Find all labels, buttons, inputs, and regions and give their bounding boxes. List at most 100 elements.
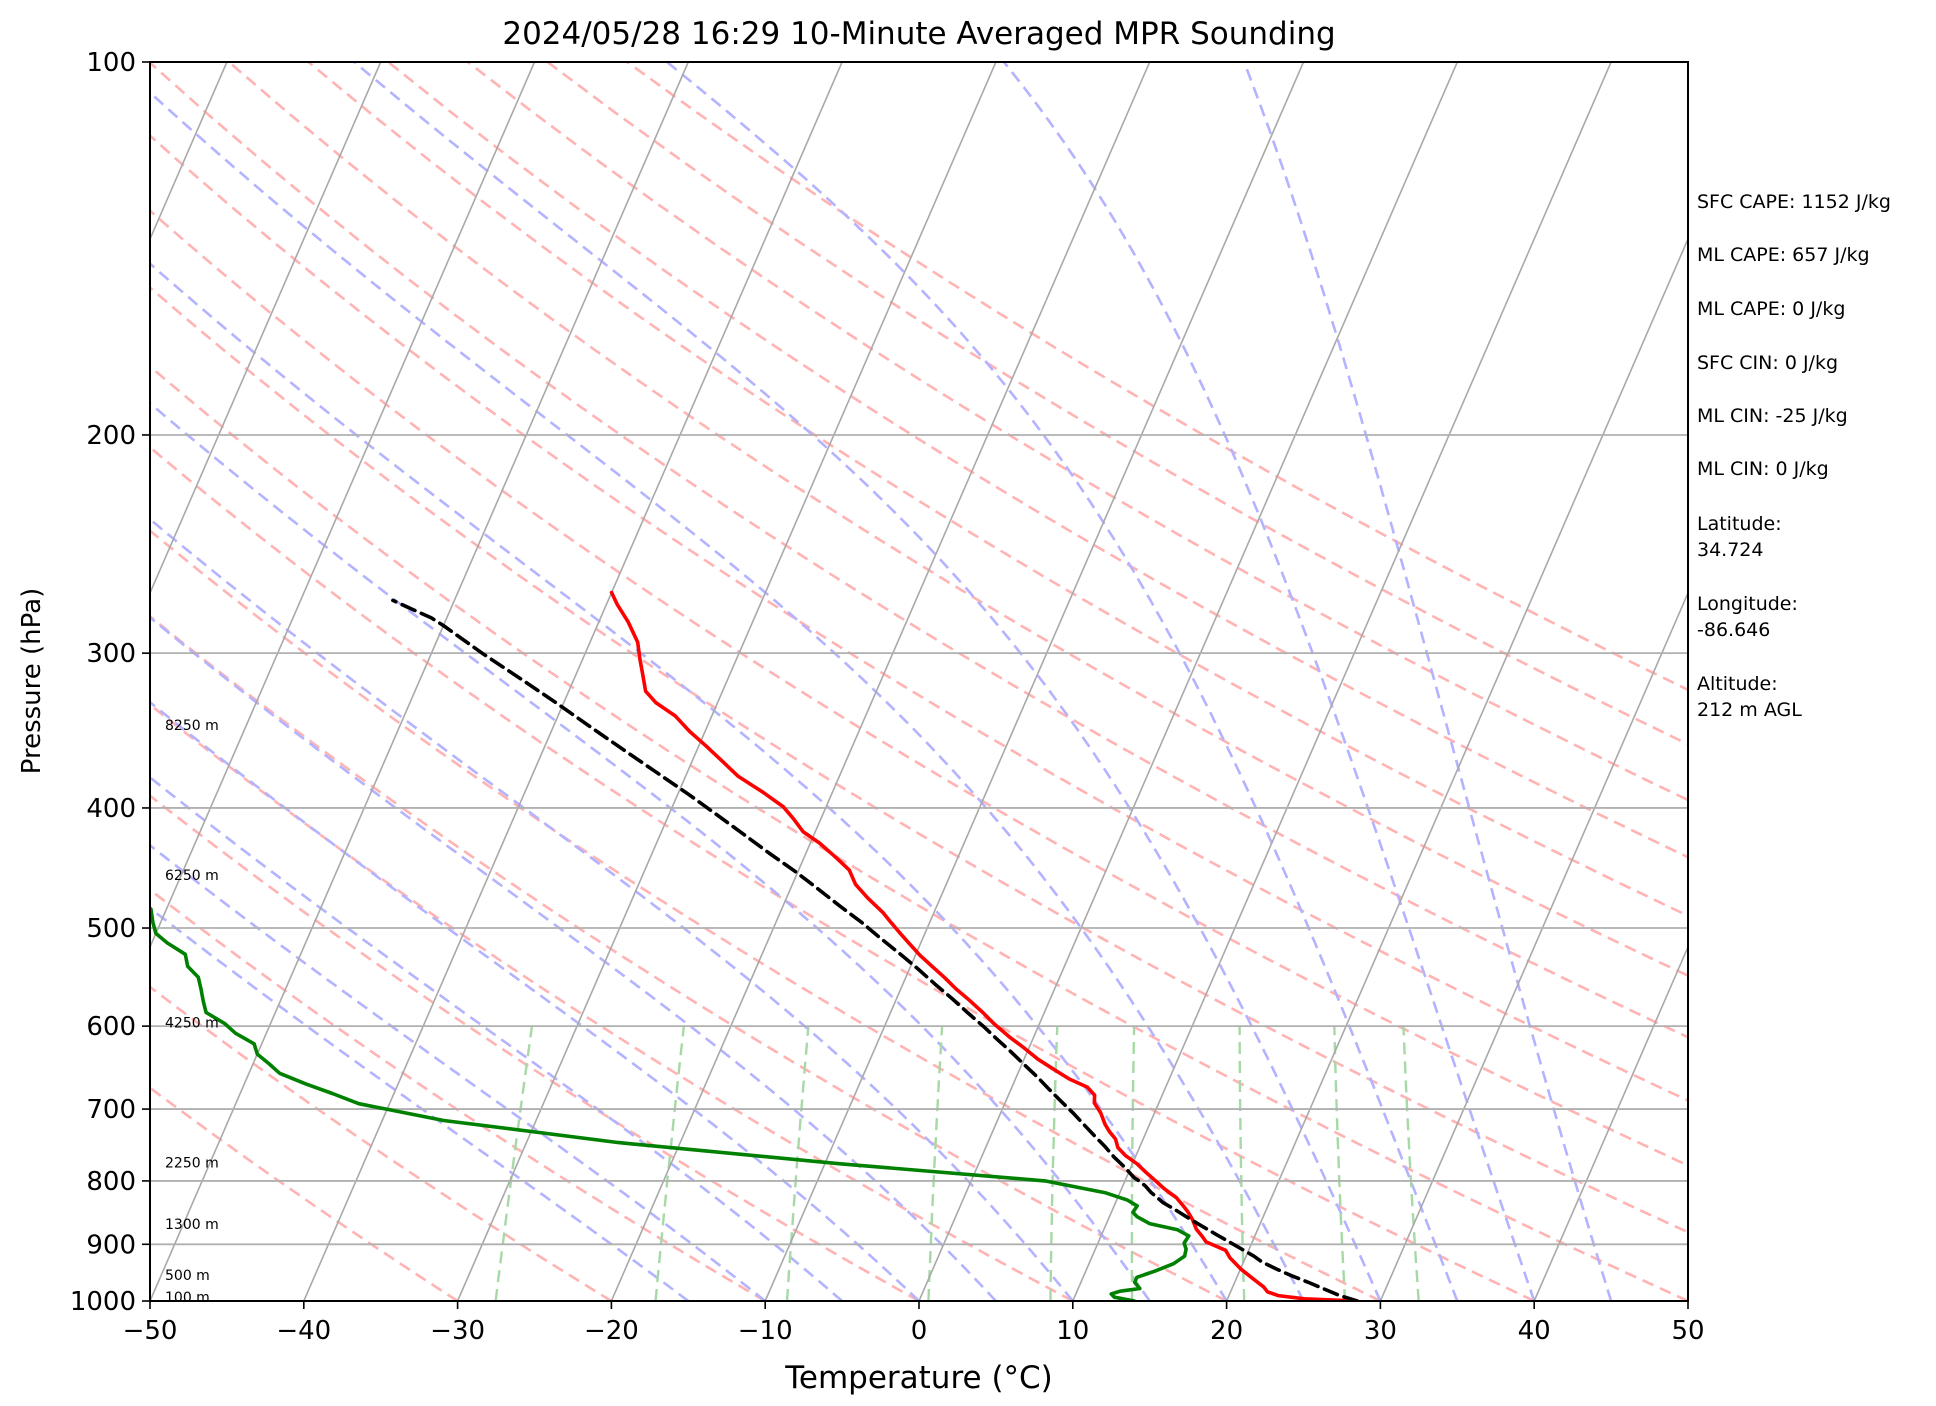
dry-adiabat-line	[150, 62, 1688, 1039]
mixing-ratio-line	[654, 1025, 686, 1301]
x-tick-label: −40	[276, 1316, 331, 1346]
dry-adiabat-line	[150, 529, 1381, 1301]
longitude-value: -86.646	[1697, 619, 1771, 641]
isotherm-line	[303, 62, 843, 1301]
height-label: 500 m	[165, 1268, 210, 1284]
height-label: 4250 m	[165, 1016, 219, 1032]
longitude-label: Longitude:	[1697, 593, 1798, 615]
moist-adiabat-line	[1242, 62, 1613, 1301]
ml-cape: ML CAPE: 657 J/kg	[1697, 244, 1870, 266]
dry-adiabat-line	[150, 133, 1688, 1102]
ml-cape-2: ML CAPE: 0 J/kg	[1697, 298, 1846, 320]
isotherm-line	[150, 62, 536, 950]
x-tick-label: −30	[430, 1316, 485, 1346]
height-label: 8250 m	[165, 718, 219, 734]
mixing-ratio-line	[1402, 1026, 1420, 1301]
moist-adiabat-line	[1002, 62, 1536, 1301]
dry-adiabat-line	[467, 62, 1688, 802]
parcel-line	[391, 598, 1360, 1301]
isotherm-line	[918, 62, 1459, 1301]
x-tick-label: 20	[1210, 1316, 1243, 1346]
y-tick-label: 600	[86, 1012, 136, 1042]
x-tick-label: 50	[1671, 1316, 1704, 1346]
moist-adiabat-line	[353, 62, 1382, 1301]
mixing-ratio-line	[1333, 1026, 1347, 1301]
isotherm-line	[1533, 944, 1688, 1301]
dry-adiabat-line	[307, 62, 1688, 918]
dry-adiabat-line	[150, 1086, 459, 1301]
height-label: 1300 m	[165, 1217, 219, 1233]
dry-adiabat-line	[150, 702, 1074, 1301]
y-axis-label: Pressure (hPa)	[17, 588, 47, 775]
dry-adiabat-line	[228, 62, 1688, 978]
ml-cin: ML CIN: -25 J/kg	[1697, 405, 1848, 427]
moist-adiabat-line	[150, 90, 1305, 1301]
y-tick-label: 200	[86, 421, 136, 451]
x-tick-label: 10	[1056, 1316, 1089, 1346]
pressure-grid	[150, 61, 1688, 1302]
moist-adiabat-line	[150, 261, 1228, 1301]
isotherm-line	[1072, 62, 1612, 1301]
chart-title: 2024/05/28 16:29 10-Minute Averaged MPR …	[502, 16, 1335, 52]
isotherm-line	[1379, 590, 1688, 1301]
plot-frame	[149, 61, 1689, 1302]
dry-adiabat-line	[150, 794, 920, 1301]
height-label: 6250 m	[165, 868, 219, 884]
height-labels: 8250 m 6250 m 4250 m 2250 m 1300 m 500 m 100 m	[165, 718, 219, 1306]
dry-adiabat-line	[150, 364, 1688, 1301]
dry-adiabat-line	[150, 209, 1688, 1167]
y-tick-label: 100	[86, 48, 136, 78]
y-tick-label: 300	[86, 639, 136, 669]
moist-adiabat-line	[150, 843, 767, 1301]
dewpoint-line	[150, 905, 1191, 1301]
y-tick-label: 900	[86, 1230, 136, 1260]
moist-adiabat-line	[150, 517, 1074, 1301]
sfc-cin: SFC CIN: 0 J/kg	[1697, 352, 1839, 374]
ml-cin-2: ML CIN: 0 J/kg	[1697, 458, 1829, 480]
y-tick-label: 700	[86, 1095, 136, 1125]
x-tick-label: 0	[911, 1316, 928, 1346]
y-axis-ticks: 100 200 300 400 500 600 700 800 900 1000	[70, 48, 150, 1317]
mixing-ratio-line	[1238, 1026, 1246, 1301]
isotherm-line	[456, 62, 997, 1301]
dry-adiabat-line	[546, 62, 1688, 746]
moist-adiabat-line	[150, 615, 997, 1301]
x-tick-label: −10	[738, 1316, 793, 1346]
dry-adiabat-line	[150, 614, 1228, 1301]
moist-adiabat-line	[666, 62, 1459, 1301]
mixing-ratio-line	[494, 1025, 534, 1301]
mixing-ratio-line	[785, 1025, 810, 1301]
y-tick-label: 500	[86, 914, 136, 944]
altitude-label: Altitude:	[1697, 673, 1778, 695]
x-tick-label: −50	[123, 1316, 178, 1346]
sfc-cape: SFC CAPE: 1152 J/kg	[1697, 191, 1891, 213]
isotherm-line	[150, 62, 382, 596]
isotherm-line	[610, 62, 1151, 1301]
isotherm-line	[150, 62, 690, 1301]
isotherm-line	[764, 62, 1305, 1301]
x-axis-label: Temperature (°C)	[784, 1360, 1053, 1396]
sounding-series	[150, 590, 1360, 1301]
moist-adiabat-line	[150, 775, 843, 1301]
x-axis-ticks: −50 −40 −30 −20 −10 0 10 20 30 40 50	[123, 1301, 1705, 1346]
dry-adiabat-line	[150, 445, 1535, 1301]
latitude-label: Latitude:	[1697, 513, 1782, 535]
y-tick-label: 400	[86, 794, 136, 824]
height-label: 100 m	[165, 1290, 210, 1306]
dry-adiabat-line	[150, 985, 613, 1301]
background-lines	[150, 62, 1688, 1301]
y-tick-label: 1000	[70, 1287, 136, 1317]
isotherm-line	[1225, 236, 1688, 1301]
dry-adiabat-line	[387, 62, 1688, 859]
x-tick-label: 40	[1518, 1316, 1551, 1346]
dry-adiabat-line	[150, 285, 1688, 1234]
latitude-value: 34.724	[1697, 539, 1764, 561]
altitude-value: 212 m AGL	[1697, 699, 1802, 721]
x-tick-label: 30	[1364, 1316, 1397, 1346]
x-tick-label: −20	[584, 1316, 639, 1346]
moist-adiabat-line	[150, 700, 920, 1301]
y-tick-label: 800	[86, 1167, 136, 1197]
mixing-ratio-line	[927, 1026, 944, 1301]
temperature-line	[609, 590, 1360, 1301]
